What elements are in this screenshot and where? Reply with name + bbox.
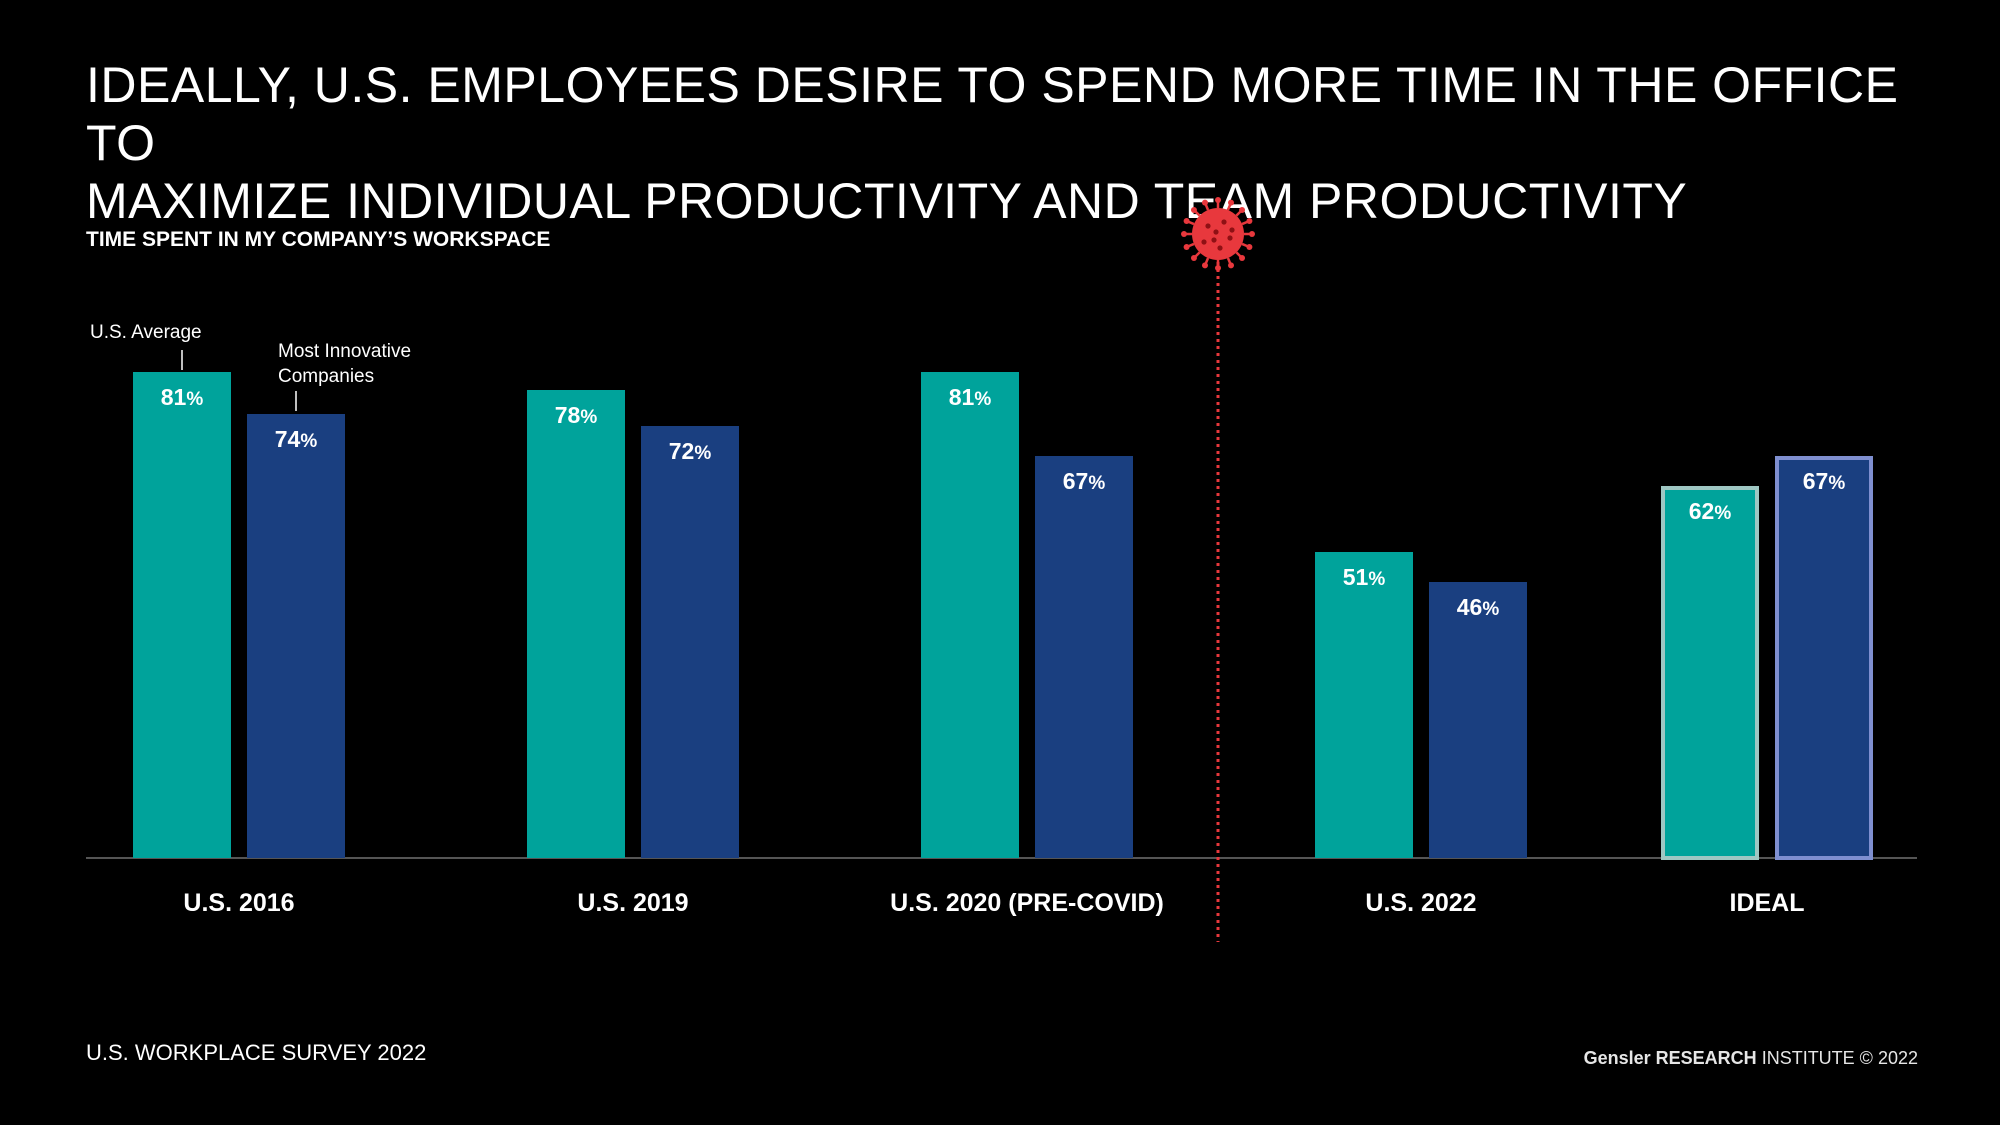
legend-innovative-line-2: Companies (278, 366, 374, 387)
brand-institute: INSTITUTE © 2022 (1756, 1048, 1918, 1068)
data-label: 67% (1803, 468, 1846, 494)
legend-us-average: U.S. Average (90, 322, 202, 343)
bar-us-average-2 (921, 372, 1019, 858)
bar-us-average-4 (1661, 486, 1759, 860)
data-label: 46% (1457, 594, 1500, 620)
data-label: 81% (949, 384, 992, 410)
data-label: 67% (1063, 468, 1106, 494)
title-line-1: IDEALLY, U.S. EMPLOYEES DESIRE TO SPEND … (86, 57, 1899, 171)
bar-innovative-1 (641, 426, 739, 858)
data-label: 62% (1689, 498, 1732, 524)
bar-innovative-4 (1775, 456, 1873, 860)
category-label: U.S. 2016 (183, 889, 294, 917)
category-label: U.S. 2022 (1365, 889, 1476, 917)
chart-title: TIME SPENT IN MY COMPANY’S WORKSPACE (86, 228, 551, 251)
bar-innovative-3 (1429, 582, 1527, 858)
brand-name: Gensler RESEARCH (1583, 1048, 1757, 1068)
category-label: U.S. 2020 (PRE-COVID) (890, 889, 1164, 917)
bar-innovative-2 (1035, 456, 1133, 858)
bar-innovative-0 (247, 414, 345, 858)
page-title: IDEALLY, U.S. EMPLOYEES DESIRE TO SPEND … (86, 56, 1906, 230)
virus-icon (1181, 197, 1255, 271)
data-label: 81% (161, 384, 204, 410)
bar-us-average-3 (1315, 552, 1413, 858)
bar-us-average-1 (527, 390, 625, 858)
bar-us-average-0 (133, 372, 231, 858)
data-label: 74% (275, 426, 318, 452)
data-label: 78% (555, 402, 598, 428)
brand-credit: Gensler RESEARCH INSTITUTE © 2022 (1584, 1048, 1918, 1069)
data-label: 72% (669, 438, 712, 464)
category-label: IDEAL (1730, 889, 1805, 917)
legend-innovative-line-1: Most Innovative (278, 341, 411, 362)
category-label: U.S. 2019 (577, 889, 688, 917)
data-label: 51% (1343, 564, 1386, 590)
title-line-2: MAXIMIZE INDIVIDUAL PRODUCTIVITY AND TEA… (86, 173, 1688, 229)
source-label: U.S. WORKPLACE SURVEY 2022 (86, 1040, 427, 1065)
